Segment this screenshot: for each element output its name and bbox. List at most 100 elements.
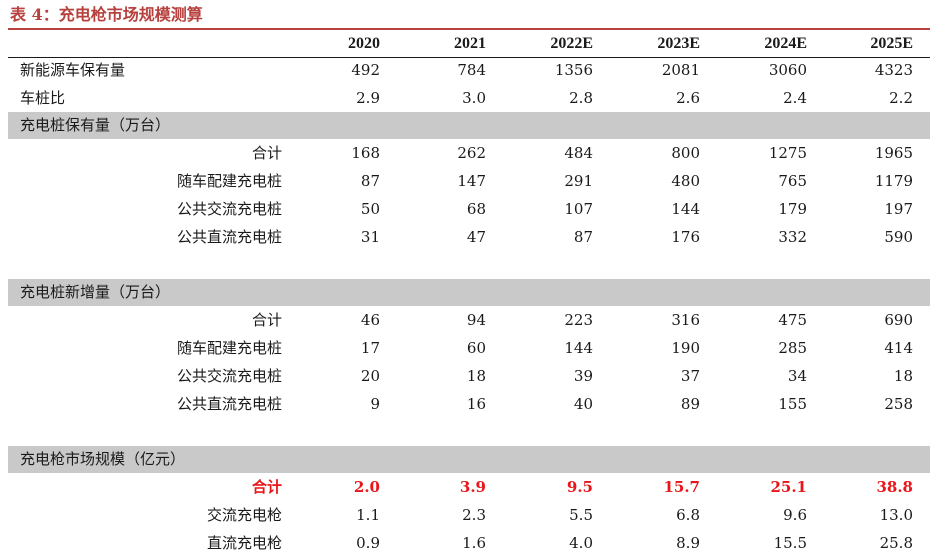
table-cell: 1179	[874, 172, 913, 190]
table-cell: 87	[573, 228, 593, 246]
table-cell: 2.0	[353, 478, 380, 496]
table-cell: 68	[466, 200, 486, 218]
table-cell: 2021	[454, 35, 486, 52]
table-cell: 316	[671, 311, 700, 329]
row-label: 合计	[251, 478, 282, 496]
row-label: 公共直流充电桩	[176, 228, 282, 246]
table-cell: 1275	[768, 144, 807, 162]
table-cell: 4323	[874, 61, 913, 79]
table-cell: 2.8	[569, 89, 593, 107]
table-cell: 15.5	[773, 534, 807, 552]
table-cell: 18	[466, 367, 486, 385]
table-cell: 765	[778, 172, 807, 190]
table-cell: 480	[671, 172, 700, 190]
table-cell: 89	[680, 395, 700, 413]
section-header: 充电桩保有量（万台）	[8, 112, 930, 139]
table-cell: 17	[360, 339, 380, 357]
table-cell: 6.8	[676, 506, 700, 524]
table-row: 交流充电枪 1.1 2.3 5.5 6.8 9.6 13.0	[8, 501, 930, 529]
table-cell: 107	[564, 200, 593, 218]
table-cell: 5.5	[569, 506, 593, 524]
section-title: 充电桩新增量（万台）	[20, 283, 171, 301]
table-cell: 291	[564, 172, 593, 190]
table-cell: 87	[360, 172, 380, 190]
table-row: 车桩比 2.9 3.0 2.8 2.6 2.4 2.2	[8, 84, 930, 112]
table-cell: 15.7	[663, 478, 700, 496]
table-row: 公共交流充电桩 50 68 107 144 179 197	[8, 195, 930, 223]
table-cell: 2.4	[783, 89, 807, 107]
table-cell: 0.9	[356, 534, 380, 552]
table-cell: 2022E	[550, 35, 593, 52]
table-row: 合计 168 262 484 800 1275 1965	[8, 139, 930, 167]
total-row-highlight: 合计 2.0 3.9 9.5 15.7 25.1 38.8	[8, 473, 930, 501]
row-label: 交流充电枪	[206, 506, 282, 524]
table-cell: 190	[671, 339, 700, 357]
table-cell: 9.6	[783, 506, 807, 524]
table-cell: 9	[370, 395, 380, 413]
table-cell: 46	[360, 311, 380, 329]
table-cell: 475	[778, 311, 807, 329]
table-cell: 31	[360, 228, 380, 246]
row-label: 车桩比	[20, 89, 66, 107]
table-cell: 2081	[661, 61, 700, 79]
table-cell: 492	[351, 61, 380, 79]
row-label: 直流充电枪	[206, 534, 282, 552]
table-row: 公共直流充电桩 9 16 40 89 155 258	[8, 390, 930, 418]
table-cell: 20	[360, 367, 380, 385]
table-cell: 2.9	[356, 89, 380, 107]
table-cell: 262	[457, 144, 486, 162]
table-cell: 800	[671, 144, 700, 162]
table-cell: 38.8	[876, 478, 913, 496]
table-cell: 690	[884, 311, 913, 329]
table-cell: 784	[457, 61, 486, 79]
table-cell: 94	[466, 311, 486, 329]
table-row: 随车配建充电桩 17 60 144 190 285 414	[8, 334, 930, 362]
table-cell: 25.8	[879, 534, 913, 552]
table-row: 直流充电枪 0.9 1.6 4.0 8.9 15.5 25.8	[8, 529, 930, 557]
table-cell: 3060	[768, 61, 807, 79]
row-label: 合计	[251, 311, 282, 329]
table-cell: 9.5	[566, 478, 593, 496]
row-label: 随车配建充电桩	[176, 172, 282, 190]
table-cell: 1965	[874, 144, 913, 162]
table-cell: 258	[884, 395, 913, 413]
table-cell: 2.6	[676, 89, 700, 107]
table-title: 表 4：充电枪市场规模测算	[10, 5, 203, 24]
table-cell: 3.9	[459, 478, 486, 496]
table-cell: 1.1	[356, 506, 380, 524]
section-header: 充电桩新增量（万台）	[8, 279, 930, 306]
table-cell: 25.1	[770, 478, 807, 496]
table-row: 新能源车保有量 492 784 1356 2081 3060 4323	[8, 56, 930, 84]
table-row: 随车配建充电桩 87 147 291 480 765 1179	[8, 167, 930, 195]
table-cell: 414	[884, 339, 913, 357]
row-label: 随车配建充电桩	[176, 339, 282, 357]
title-underline	[8, 28, 930, 30]
table-header-row: 2020 2021 2022E 2023E 2024E 2025E	[8, 30, 930, 58]
section-header: 充电枪市场规模（亿元）	[8, 446, 930, 473]
table-cell: 2024E	[764, 35, 807, 52]
table-cell: 4.0	[569, 534, 593, 552]
table-cell: 1.6	[462, 534, 486, 552]
table-row: 公共交流充电桩 20 18 39 37 34 18	[8, 362, 930, 390]
table-cell: 285	[778, 339, 807, 357]
table-cell: 60	[466, 339, 486, 357]
table-cell: 155	[778, 395, 807, 413]
table-cell: 144	[671, 200, 700, 218]
table-cell: 144	[564, 339, 593, 357]
table-cell: 2.3	[462, 506, 486, 524]
table-cell: 223	[564, 311, 593, 329]
section-title: 充电枪市场规模（亿元）	[20, 450, 186, 468]
section-title: 充电桩保有量（万台）	[20, 116, 171, 134]
table-cell: 2025E	[870, 35, 913, 52]
table-cell: 197	[884, 200, 913, 218]
table-cell: 168	[351, 144, 380, 162]
row-label: 新能源车保有量	[20, 61, 126, 79]
table-cell: 40	[573, 395, 593, 413]
table-cell: 2.2	[889, 89, 913, 107]
table-cell: 332	[778, 228, 807, 246]
row-label: 公共交流充电桩	[176, 200, 282, 218]
row-label: 公共直流充电桩	[176, 395, 282, 413]
table-cell: 179	[778, 200, 807, 218]
table-cell: 176	[671, 228, 700, 246]
table-cell: 590	[884, 228, 913, 246]
